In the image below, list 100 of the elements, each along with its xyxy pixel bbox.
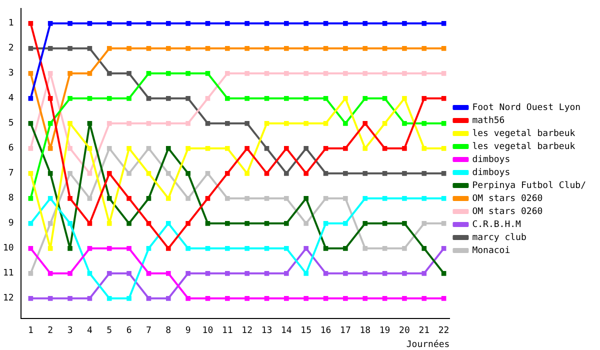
x-tick-label: 18 (360, 326, 371, 336)
point (28, 296, 34, 301)
point (166, 170, 171, 176)
point (323, 120, 328, 126)
point (48, 46, 53, 51)
x-tick-label: 17 (340, 326, 351, 336)
point (166, 296, 171, 301)
point (87, 270, 92, 276)
point (402, 20, 407, 26)
point (68, 120, 72, 126)
point (284, 270, 289, 276)
point (186, 120, 190, 126)
point (146, 46, 152, 51)
point (205, 96, 210, 101)
point (166, 220, 171, 226)
point (244, 70, 250, 76)
point (244, 296, 250, 301)
point (304, 270, 309, 276)
x-tick-label: 2 (48, 326, 54, 336)
point (87, 296, 92, 301)
point (441, 246, 446, 251)
point (126, 220, 132, 226)
point (441, 20, 446, 26)
point (68, 170, 72, 176)
point (48, 96, 53, 101)
point (422, 46, 427, 51)
point (323, 196, 328, 201)
point (264, 46, 270, 51)
point (323, 296, 328, 301)
y-tick-label: 9 (8, 218, 14, 229)
point (28, 70, 34, 76)
point (205, 220, 210, 226)
point (146, 170, 152, 176)
point (126, 270, 132, 276)
point (106, 20, 112, 26)
point (382, 70, 388, 76)
point (146, 296, 152, 301)
x-tick-label: 1 (28, 326, 34, 336)
point (264, 270, 270, 276)
point (205, 20, 210, 26)
point (422, 270, 427, 276)
point (264, 170, 270, 176)
point (402, 270, 407, 276)
point (166, 120, 171, 126)
point (205, 170, 210, 176)
point (264, 196, 270, 201)
point (382, 120, 388, 126)
point (28, 196, 34, 201)
point (68, 70, 72, 76)
point (304, 120, 309, 126)
point (441, 220, 446, 226)
point (422, 196, 427, 201)
point (126, 20, 132, 26)
point (323, 20, 328, 26)
point (224, 170, 230, 176)
legend-label: les vegetal barbeuk (472, 142, 576, 152)
point (68, 220, 72, 226)
point (28, 20, 34, 26)
point (422, 246, 427, 251)
point (146, 70, 152, 76)
point (264, 20, 270, 26)
y-tick-label: 10 (2, 244, 14, 254)
point (244, 220, 250, 226)
point (48, 170, 53, 176)
point (402, 120, 407, 126)
point (146, 220, 152, 226)
point (166, 146, 171, 151)
point (68, 296, 72, 301)
x-tick-label: 9 (185, 326, 191, 336)
point (224, 270, 230, 276)
x-tick-label: 10 (202, 326, 214, 336)
point (186, 96, 190, 101)
point (323, 170, 328, 176)
point (68, 270, 72, 276)
point (186, 220, 190, 226)
point (126, 246, 132, 251)
point (343, 96, 348, 101)
point (186, 296, 190, 301)
y-tick-label: 1 (8, 18, 14, 29)
point (402, 296, 407, 301)
point (304, 146, 309, 151)
point (186, 46, 190, 51)
y-tick-label: 4 (8, 94, 14, 104)
point (441, 120, 446, 126)
point (224, 146, 230, 151)
x-tick-label: 19 (379, 326, 390, 336)
point (48, 20, 53, 26)
point (323, 146, 328, 151)
point (106, 170, 112, 176)
x-tick-label: 20 (399, 326, 410, 336)
point (224, 96, 230, 101)
point (224, 70, 230, 76)
y-tick-label: 7 (8, 168, 14, 179)
point (284, 46, 289, 51)
x-axis-title: Journées (406, 338, 450, 350)
point (87, 170, 92, 176)
point (304, 246, 309, 251)
point (343, 70, 348, 76)
point (87, 70, 92, 76)
point (264, 146, 270, 151)
